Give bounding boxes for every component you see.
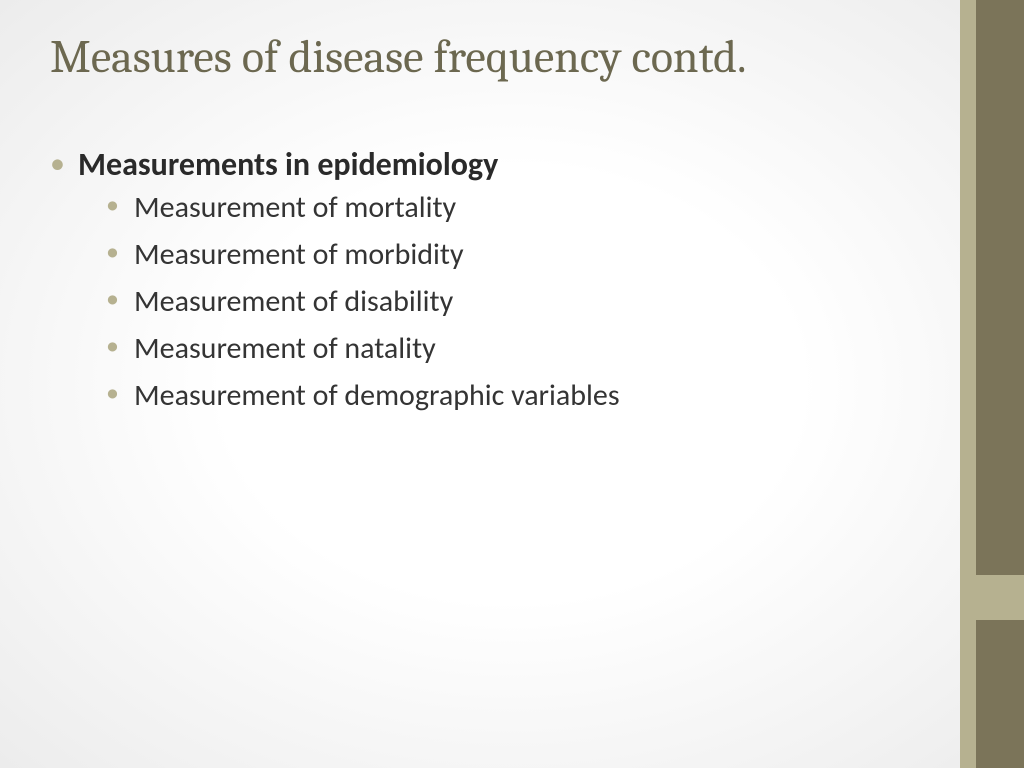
slide-title: Measures of disease frequency contd. (50, 30, 930, 85)
slide-content: Measurements in epidemiology Measurement… (50, 145, 930, 418)
accent-block (960, 575, 1024, 620)
sidebar-inner-stripe (960, 0, 976, 768)
level1-list: Measurements in epidemiology Measurement… (50, 145, 930, 418)
level2-item: Measurement of disability (134, 279, 930, 324)
level2-item: Measurement of morbidity (134, 232, 930, 277)
level2-list: Measurement of mortality Measurement of … (78, 185, 930, 418)
level1-heading: Measurements in epidemiology (78, 145, 498, 184)
level2-item: Measurement of natality (134, 326, 930, 371)
level1-item: Measurements in epidemiology Measurement… (78, 145, 930, 418)
sidebar-outer-stripe (976, 0, 1024, 768)
level2-item: Measurement of mortality (134, 185, 930, 230)
level2-item: Measurement of demographic variables (134, 373, 930, 418)
slide-container: Measures of disease frequency contd. Mea… (0, 0, 1024, 768)
